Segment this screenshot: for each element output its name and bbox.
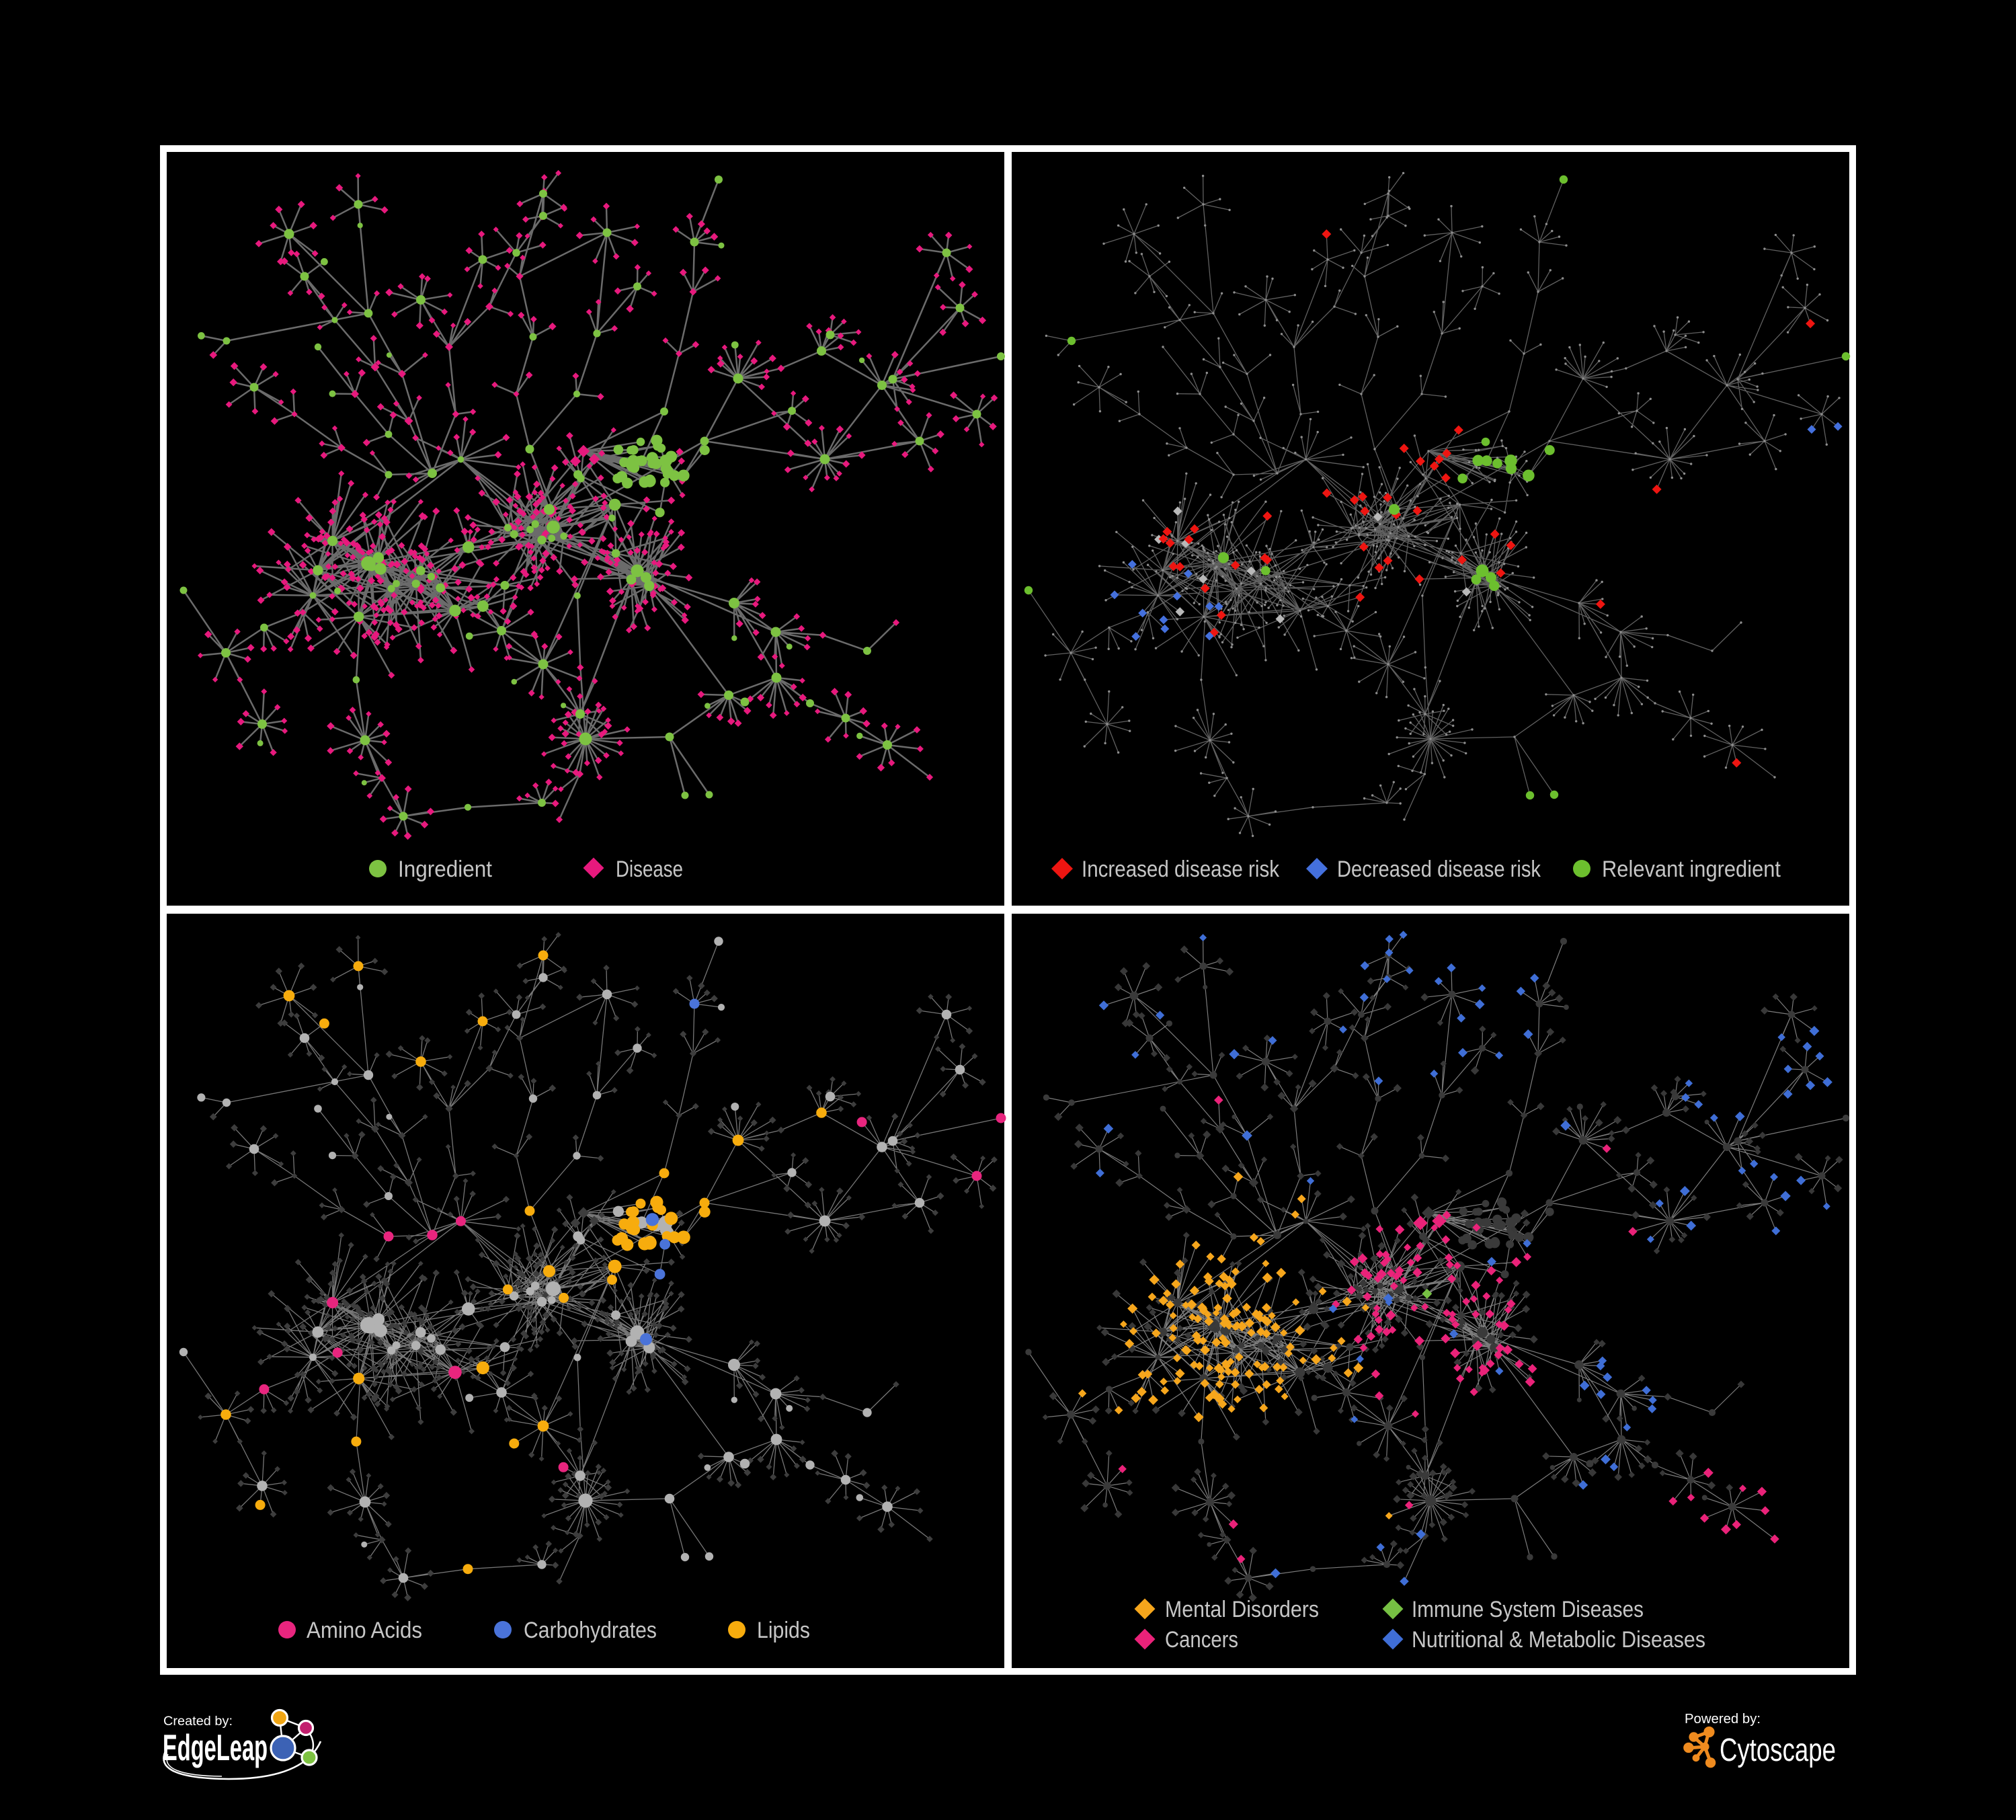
svg-text:Amino Acids: Amino Acids: [307, 1618, 422, 1643]
svg-text:Cytoscape: Cytoscape: [1720, 1732, 1836, 1768]
svg-text:Cancers: Cancers: [1165, 1627, 1238, 1653]
svg-text:EdgeLeap: EdgeLeap: [163, 1727, 268, 1768]
svg-text:Lipids: Lipids: [757, 1618, 810, 1643]
svg-text:Mental Disorders: Mental Disorders: [1165, 1597, 1319, 1622]
svg-text:Increased disease risk: Increased disease risk: [1082, 857, 1280, 882]
svg-text:Immune System Diseases: Immune System Diseases: [1412, 1597, 1644, 1622]
svg-text:Disease: Disease: [616, 857, 683, 882]
svg-text:Nutritional & Metabolic Diseas: Nutritional & Metabolic Diseases: [1412, 1627, 1705, 1653]
svg-text:Powered by:: Powered by:: [1685, 1712, 1761, 1727]
svg-text:Relevant ingredient: Relevant ingredient: [1602, 857, 1781, 882]
svg-text:Created by:: Created by:: [163, 1714, 233, 1729]
svg-text:Carbohydrates: Carbohydrates: [524, 1618, 657, 1643]
svg-text:Ingredient: Ingredient: [398, 857, 493, 882]
svg-text:Decreased disease risk: Decreased disease risk: [1337, 857, 1541, 882]
